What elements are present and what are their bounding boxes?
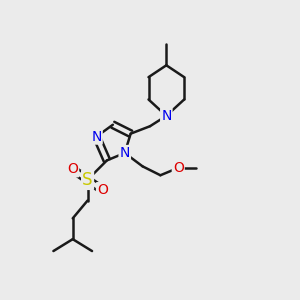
Text: O: O xyxy=(173,161,184,175)
Text: S: S xyxy=(82,171,93,189)
Text: N: N xyxy=(119,146,130,160)
Text: N: N xyxy=(161,109,172,123)
Text: N: N xyxy=(91,130,102,144)
Text: O: O xyxy=(67,162,78,176)
Text: O: O xyxy=(97,183,108,197)
